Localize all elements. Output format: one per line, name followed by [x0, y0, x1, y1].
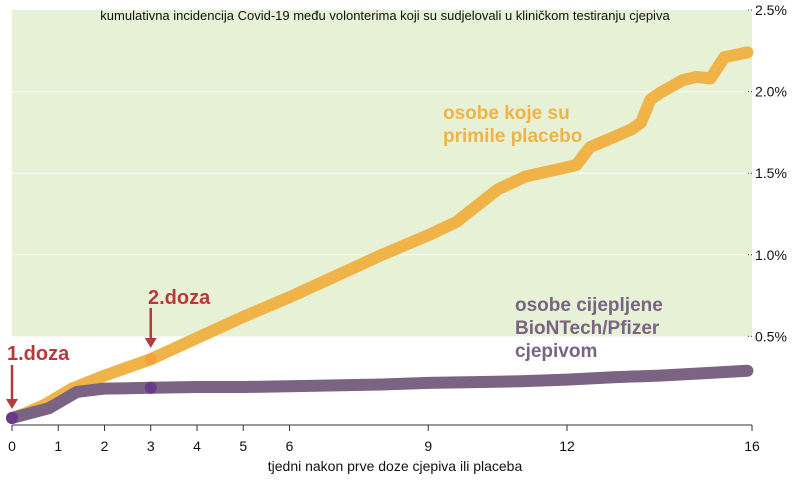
chart-title: kumulativna incidencija Covid-19 među vo…	[100, 8, 670, 23]
dose-2-vaccine-point	[144, 381, 157, 394]
y-tick-label: 2.5%	[755, 2, 787, 18]
vaccine-series-label: BioNTech/Pfizer	[515, 318, 660, 339]
x-tick-label: 12	[559, 438, 575, 454]
y-tick-label: 2.0%	[755, 84, 787, 100]
dose-2-arrow-head	[144, 338, 157, 348]
vaccine-series-label: osobe cijepljene	[515, 295, 663, 316]
x-tick-label: 9	[424, 438, 432, 454]
dose-2-label: 2.doza	[148, 287, 211, 309]
vaccine-series-label: cjepivom	[515, 341, 597, 362]
x-tick-label: 5	[239, 438, 247, 454]
x-tick-label: 4	[193, 438, 201, 454]
x-axis-label: tjedni nakon prve doze cjepiva ili place…	[268, 458, 523, 474]
x-tick-label: 0	[8, 438, 16, 454]
vaccine-series-line	[6, 364, 754, 424]
axis-layer: 0.5%1.0%1.5%2.0%2.5%0 1 2 3 4 5 6 9 12 16	[8, 2, 787, 454]
y-tick-label: 1.0%	[755, 247, 787, 263]
dose-1-arrow-head	[6, 399, 18, 409]
placebo-series-label: primile placebo	[443, 126, 582, 147]
background-layer	[12, 10, 752, 337]
y-tick-label: 1.5%	[755, 165, 787, 181]
dose-1-label: 1.doza	[7, 343, 70, 365]
x-tick-label: 3	[147, 438, 155, 454]
x-tick-label: 6	[286, 438, 294, 454]
dose-2-placebo-point	[144, 353, 157, 366]
placebo-series-line	[6, 46, 754, 424]
annotation-layer: 1.doza 2.doza	[6, 287, 211, 424]
dose-1-point	[6, 412, 18, 424]
x-tick-label: 1	[54, 438, 62, 454]
x-tick-label: 2	[101, 438, 109, 454]
y-tick-label: 0.5%	[755, 328, 787, 344]
x-tick-label: 16	[744, 438, 760, 454]
placebo-series-label: osobe koje su	[443, 103, 570, 124]
